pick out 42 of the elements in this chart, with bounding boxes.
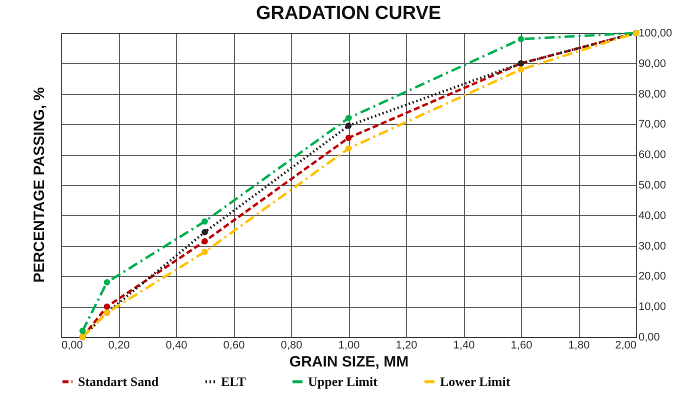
x-tick-label: 1,00: [338, 340, 360, 352]
point: [202, 218, 208, 225]
point: [345, 145, 352, 152]
x-tick-label: 1,80: [568, 340, 590, 352]
y-axis-title: PERCENTAGE PASSING, %: [31, 87, 48, 283]
point: [202, 248, 208, 256]
point: [202, 228, 208, 236]
legend-label: Upper Limit: [308, 374, 378, 389]
y-tick-label: 0,00: [638, 332, 660, 344]
x-tick-label: 2,00: [615, 340, 636, 352]
point: [345, 134, 352, 142]
y-tick-label: 50,00: [638, 180, 666, 192]
x-tick-label: 0,60: [223, 340, 245, 352]
legend-label: Lower Limit: [440, 374, 511, 389]
point: [518, 36, 524, 42]
y-tick-label: 30,00: [638, 240, 666, 252]
y-tick-label: 90,00: [638, 58, 666, 70]
y-tick-label: 60,00: [638, 149, 666, 162]
point: [104, 303, 110, 310]
y-tick-label: 10,00: [638, 301, 666, 314]
y-tick-label: 100,00: [638, 28, 672, 40]
point: [345, 122, 352, 129]
x-tick-label: 1,60: [510, 340, 532, 352]
point: [202, 238, 208, 244]
x-axis-title: GRAIN SIZE, MM: [289, 354, 409, 370]
y-tick-label: 40,00: [638, 210, 666, 222]
point: [518, 66, 524, 73]
point: [104, 279, 110, 286]
legend-label: ELT: [221, 374, 246, 389]
y-tick-label: 20,00: [638, 270, 666, 283]
legend-label: Standart Sand: [78, 374, 160, 389]
y-tick-label: 80,00: [638, 88, 666, 100]
x-tick-label: 0,40: [166, 340, 188, 352]
x-tick-label: 1,40: [453, 340, 475, 352]
x-tick-label: 0,20: [108, 340, 130, 352]
x-tick-label: 0,00: [62, 340, 83, 352]
point: [345, 114, 352, 122]
point: [79, 328, 86, 334]
y-tick-label: 70,00: [638, 118, 666, 131]
x-tick-label: 1,20: [396, 340, 418, 352]
chart-title: GRADATION CURVE: [256, 3, 442, 24]
x-tick-label: 0,80: [280, 340, 302, 352]
